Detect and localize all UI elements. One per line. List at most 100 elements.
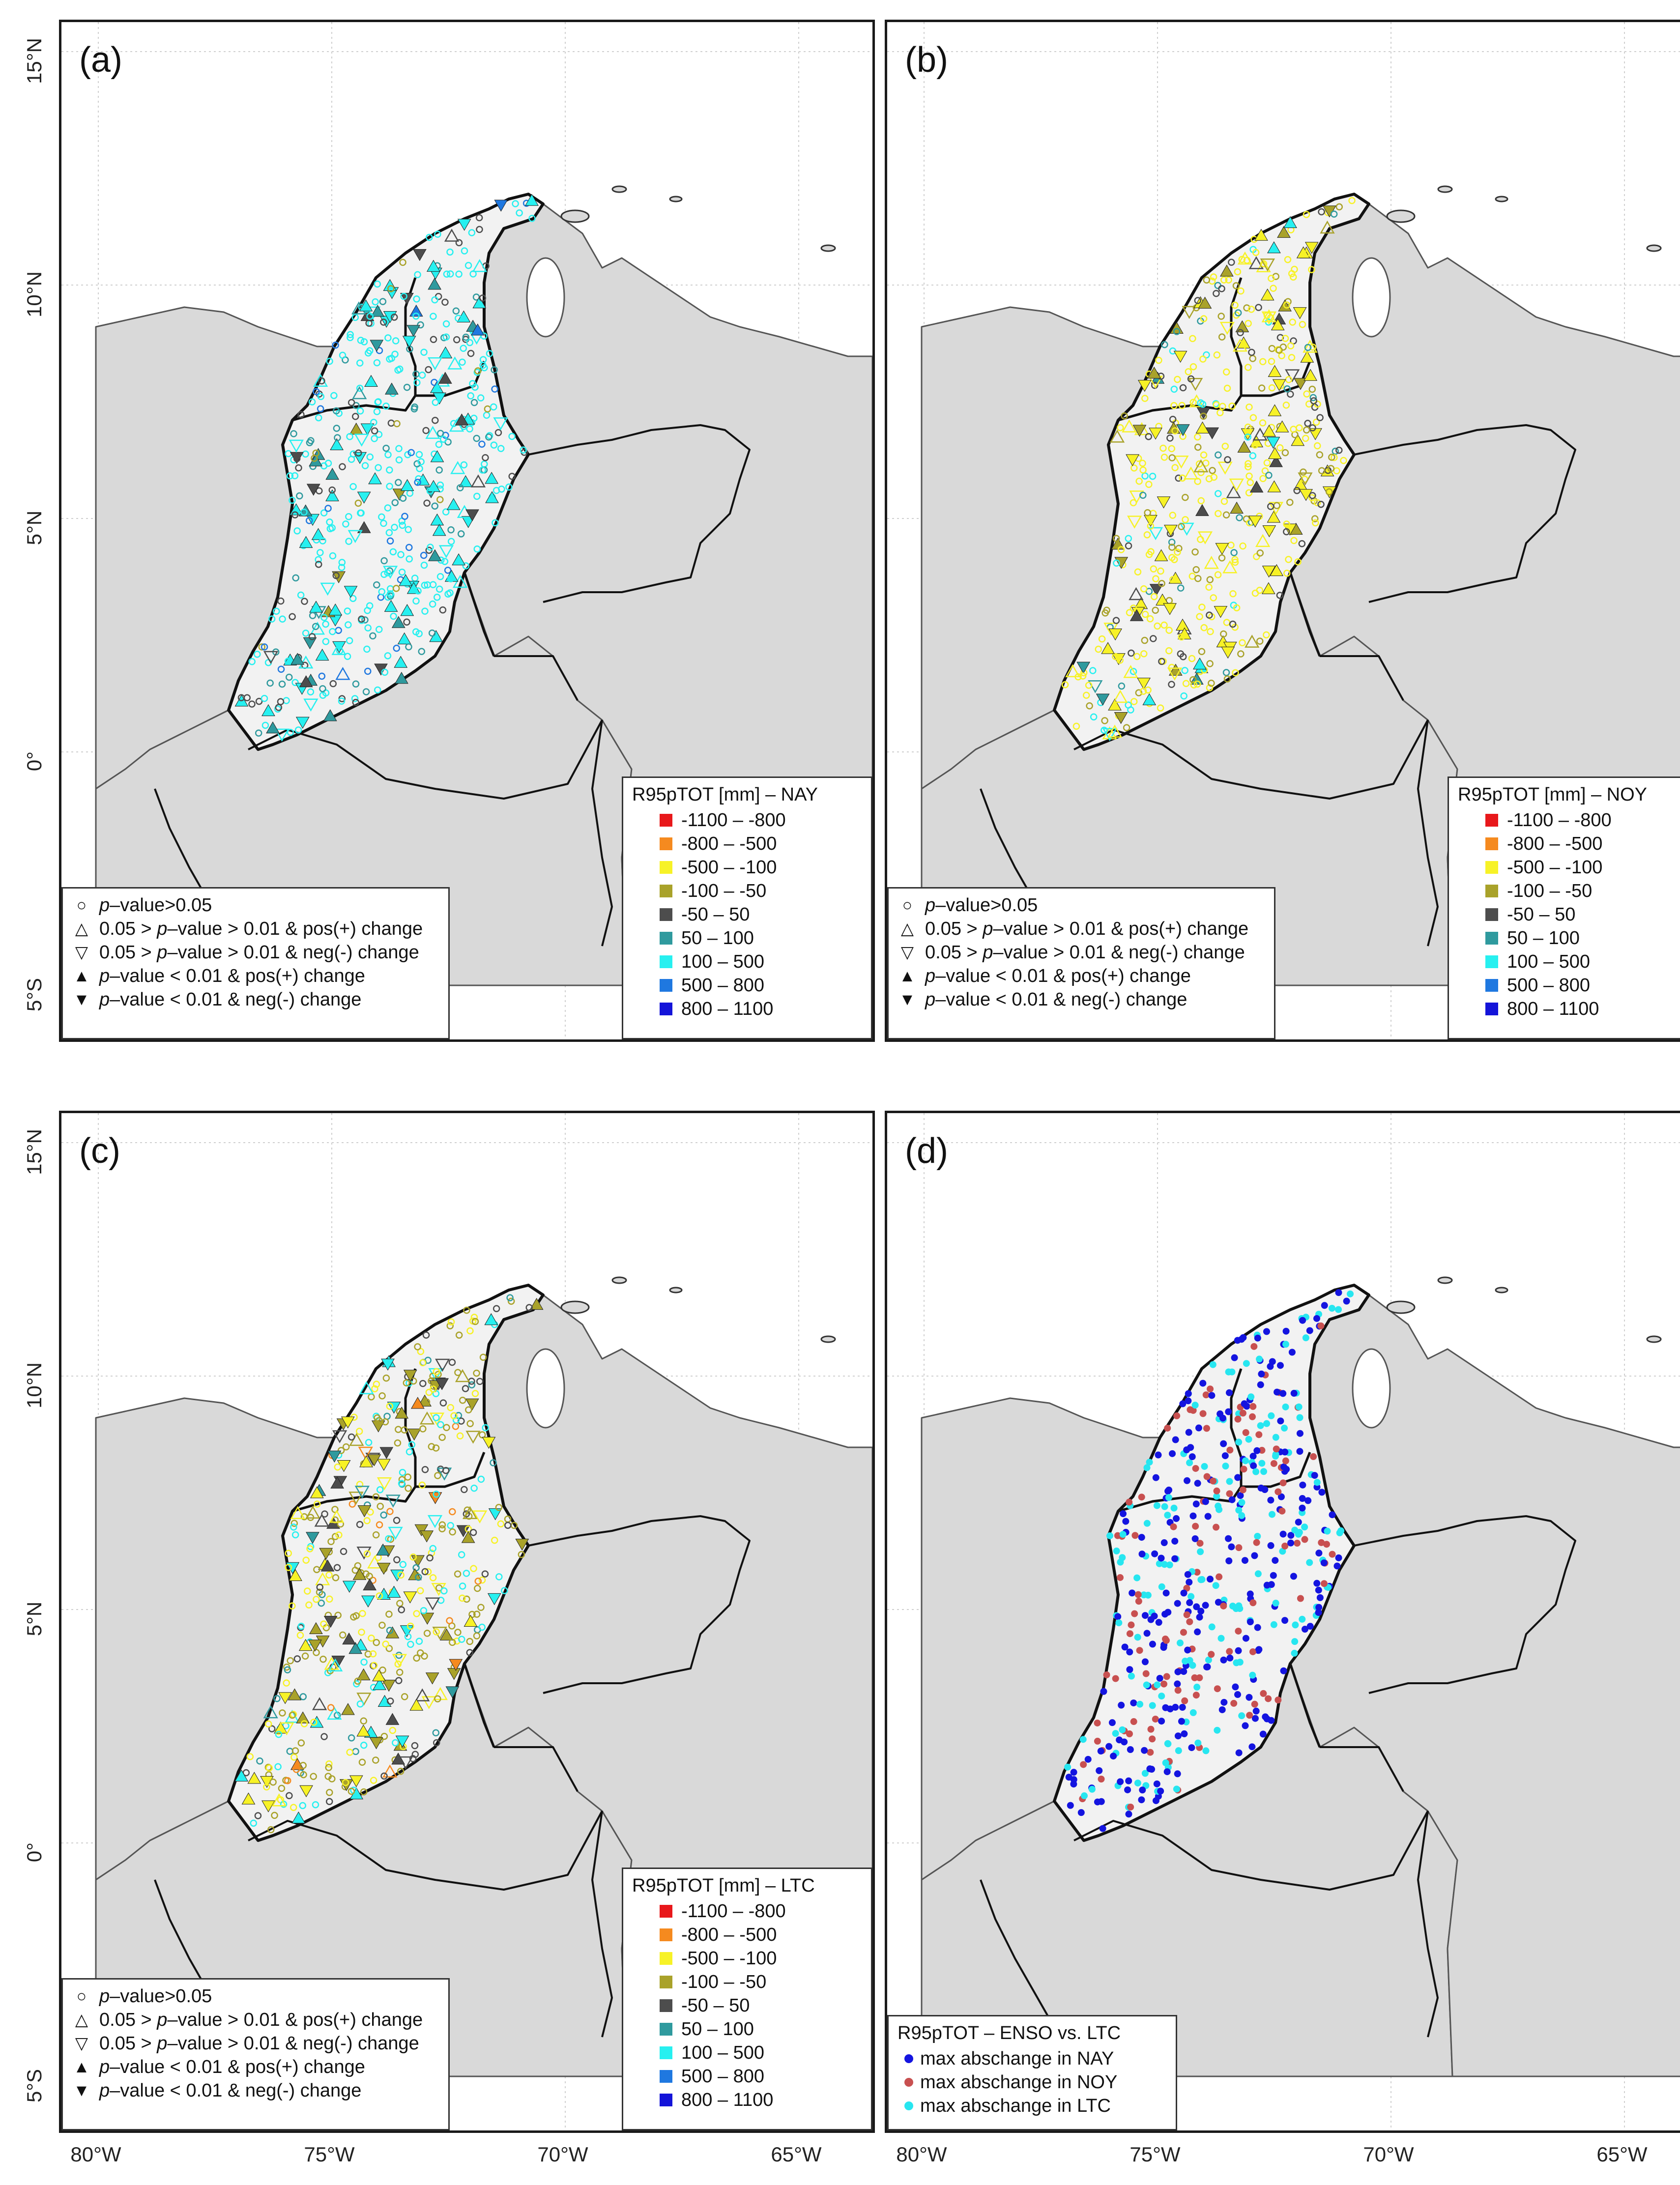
station-marker-circle <box>291 472 299 480</box>
station-marker-circle <box>1287 390 1294 398</box>
station-dot <box>1245 1436 1252 1443</box>
station-marker-circle <box>279 1709 286 1717</box>
class-swatch <box>1485 955 1498 968</box>
station-marker-triangle <box>290 653 305 665</box>
station-marker-triangle <box>306 1532 319 1544</box>
station-marker-circle <box>1203 351 1210 359</box>
station-marker-circle <box>1151 381 1159 389</box>
station-marker-circle <box>290 1523 297 1531</box>
significance-label: p–value < 0.01 & neg(-) change <box>925 989 1188 1010</box>
station-marker-circle <box>1194 575 1202 582</box>
station-marker-circle <box>1308 266 1315 273</box>
station-dot <box>1280 1463 1287 1470</box>
station-marker-circle <box>348 456 355 463</box>
station-marker-triangle <box>1266 436 1280 449</box>
station-dot <box>1134 1780 1141 1787</box>
station-marker-triangle <box>348 530 363 544</box>
station-marker-circle <box>432 399 439 406</box>
station-dot <box>1172 1436 1179 1443</box>
station-marker-circle <box>1256 549 1264 557</box>
station-marker-circle <box>366 313 374 320</box>
station-marker-triangle <box>1267 511 1281 523</box>
station-marker-circle <box>294 726 302 734</box>
station-dot <box>1094 1719 1101 1726</box>
station-marker-circle <box>1259 475 1267 483</box>
station-marker-triangle <box>432 1627 447 1640</box>
station-marker-circle <box>356 1521 364 1528</box>
station-marker-circle <box>1239 639 1246 647</box>
station-marker-circle <box>369 632 377 640</box>
class-label: 100 – 500 <box>681 951 765 972</box>
station-marker-triangle <box>1109 430 1125 443</box>
station-marker-triangle <box>234 1769 249 1782</box>
station-dot <box>1320 1559 1328 1567</box>
station-dot <box>1253 1447 1261 1454</box>
station-marker-triangle <box>457 219 471 231</box>
station-marker-circle <box>1318 467 1326 474</box>
value-legend-row: -800 – -500 <box>1458 832 1680 856</box>
station-marker-circle <box>320 614 328 621</box>
country-border <box>1417 1811 1439 2038</box>
station-marker-circle <box>293 527 301 535</box>
station-marker-circle <box>299 1693 307 1700</box>
station-marker-circle <box>459 1397 466 1404</box>
station-marker-circle <box>1139 688 1147 695</box>
station-marker-triangle <box>348 1641 363 1654</box>
station-marker-triangle <box>358 1446 373 1460</box>
station-marker-circle <box>300 508 308 516</box>
station-marker-circle <box>324 460 332 467</box>
station-marker-circle <box>1224 456 1231 463</box>
station-marker-circle <box>319 537 326 545</box>
station-marker-circle <box>477 1475 485 1483</box>
class-label: -800 – -500 <box>1507 834 1603 854</box>
station-dot <box>1165 1494 1172 1501</box>
station-marker-triangle <box>1271 318 1285 331</box>
station-marker-circle <box>301 1652 309 1660</box>
station-marker-circle <box>454 1629 462 1636</box>
station-marker-circle <box>290 1520 298 1527</box>
station-dot <box>1129 1589 1136 1597</box>
station-marker-circle <box>1170 402 1178 409</box>
station-marker-circle <box>284 1666 291 1674</box>
station-marker-circle <box>313 1596 320 1603</box>
station-marker-circle <box>494 429 502 436</box>
station-marker-circle <box>425 366 432 374</box>
significance-label: p–value < 0.01 & pos(+) change <box>99 2057 365 2077</box>
station-marker-triangle <box>311 528 325 540</box>
station-marker-triangle <box>332 1430 348 1443</box>
station-marker-circle <box>426 233 433 241</box>
station-marker-circle <box>380 557 388 565</box>
station-marker-circle <box>1139 460 1146 467</box>
station-marker-circle <box>1229 620 1237 628</box>
station-marker-circle <box>466 1638 474 1645</box>
station-marker-triangle <box>342 1632 356 1645</box>
station-marker-circle <box>399 1468 406 1476</box>
station-dot <box>1186 1618 1193 1625</box>
station-dot <box>1117 1778 1124 1785</box>
station-marker-circle <box>1161 341 1168 348</box>
station-dot <box>1094 1737 1101 1745</box>
station-marker-circle <box>415 1638 423 1645</box>
station-marker-circle <box>360 1741 368 1749</box>
station-dot <box>1162 1759 1169 1766</box>
class-swatch <box>660 908 672 921</box>
significance-label: p–value < 0.01 & neg(-) change <box>99 2080 362 2101</box>
station-dot <box>1313 1479 1321 1486</box>
station-marker-triangle <box>357 521 371 533</box>
station-dot <box>1189 1512 1197 1520</box>
station-marker-triangle <box>1285 369 1300 382</box>
lon-tick-65w: 65°W <box>1596 2143 1648 2166</box>
station-marker-circle <box>292 1766 300 1773</box>
station-dot <box>1103 1671 1110 1678</box>
station-dot <box>1147 1749 1154 1756</box>
station-marker-circle <box>1213 351 1221 359</box>
station-marker-triangle <box>1268 365 1282 377</box>
station-marker-circle <box>401 1693 408 1700</box>
island <box>1437 185 1453 193</box>
category-label: max abschange in LTC <box>920 2096 1111 2116</box>
significance-label: p–value>0.05 <box>99 1986 212 2007</box>
value-legend-row: -50 – 50 <box>632 903 862 926</box>
class-label: 50 – 100 <box>681 928 754 949</box>
station-marker-triangle <box>1173 350 1188 363</box>
station-marker-triangle <box>1261 582 1275 594</box>
